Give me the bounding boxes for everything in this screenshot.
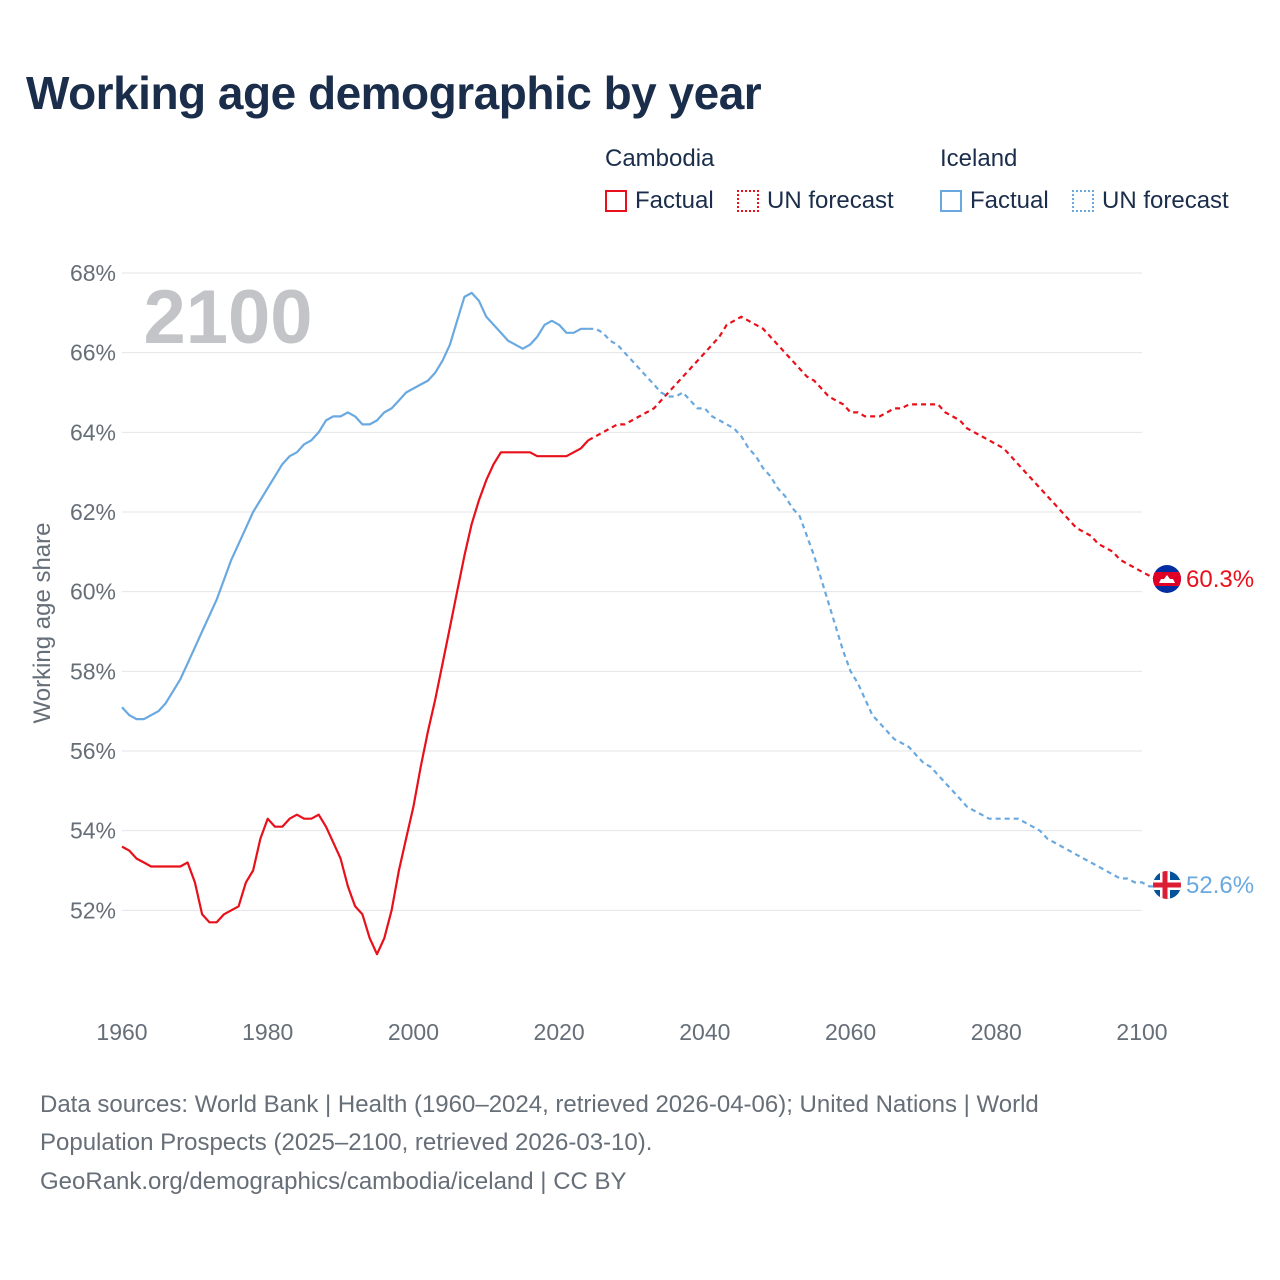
- legend-iceland-factual[interactable]: Factual: [940, 186, 1049, 216]
- y-tick-label: 60%: [70, 579, 116, 605]
- x-tick-label: 1960: [96, 1019, 147, 1045]
- legend-swatch-solid: [605, 190, 627, 212]
- legend-swatch-solid: [940, 190, 962, 212]
- y-tick-label: 54%: [70, 818, 116, 844]
- legend-iceland-forecast[interactable]: UN forecast: [1072, 186, 1229, 216]
- legend-label: Factual: [970, 187, 1049, 214]
- x-tick-label: 2080: [971, 1019, 1022, 1045]
- cambodia-factual-line[interactable]: [121, 439, 590, 956]
- chart: 52% 54% 56% 58% 60% 62% 64% 66% 68% 1960 1980 2000…: [29, 260, 1254, 1045]
- x-axis-ticks: 1960 1980 2000 2020 2040 2060 2080 2100: [96, 1019, 1167, 1045]
- legend-cambodia-forecast[interactable]: UN forecast: [737, 186, 894, 216]
- legend-label: Factual: [635, 187, 714, 214]
- cambodia-end-label: 60.3%: [1186, 566, 1254, 593]
- legend-label: UN forecast: [767, 187, 894, 214]
- cambodia-flag-icon: [1153, 565, 1181, 593]
- legend-group-cambodia: Cambodia: [605, 145, 715, 172]
- y-tick-label: 52%: [70, 897, 116, 923]
- legend-swatch-dotted: [737, 190, 759, 212]
- year-overlay: 2100: [143, 275, 312, 360]
- x-tick-label: 2040: [679, 1019, 730, 1045]
- y-axis-label: Working age share: [29, 523, 56, 724]
- series-layer: [121, 291, 1164, 956]
- source-line-2: Population Prospects (2025–2100, retriev…: [40, 1129, 653, 1156]
- y-tick-label: 68%: [70, 260, 116, 286]
- x-tick-label: 2060: [825, 1019, 876, 1045]
- x-tick-label: 1980: [242, 1019, 293, 1045]
- legend-swatch-dotted: [1072, 190, 1094, 212]
- cambodia-forecast-line[interactable]: [587, 315, 1164, 581]
- iceland-flag-icon: [1153, 871, 1181, 899]
- page-title: Working age demographic by year: [26, 67, 762, 119]
- y-tick-label: 62%: [70, 499, 116, 525]
- legend-group-iceland: Iceland: [940, 145, 1018, 172]
- iceland-end-label: 52.6%: [1186, 872, 1254, 899]
- y-axis-ticks: 52% 54% 56% 58% 60% 62% 64% 66% 68%: [70, 260, 116, 923]
- y-tick-label: 56%: [70, 738, 116, 764]
- source-line-3[interactable]: GeoRank.org/demographics/cambodia/icelan…: [40, 1168, 627, 1195]
- y-tick-label: 66%: [70, 340, 116, 366]
- y-tick-label: 64%: [70, 419, 116, 445]
- x-tick-label: 2000: [388, 1019, 439, 1045]
- x-tick-label: 2100: [1116, 1019, 1167, 1045]
- y-tick-label: 58%: [70, 658, 116, 684]
- legend-label: UN forecast: [1102, 187, 1229, 214]
- x-tick-label: 2020: [534, 1019, 585, 1045]
- iceland-forecast-line[interactable]: [588, 327, 1164, 888]
- legend-cambodia-factual[interactable]: Factual: [605, 186, 714, 216]
- iceland-factual-line[interactable]: [121, 291, 589, 721]
- source-line-1: Data sources: World Bank | Health (1960–…: [40, 1091, 1039, 1118]
- gridlines: [122, 272, 1142, 911]
